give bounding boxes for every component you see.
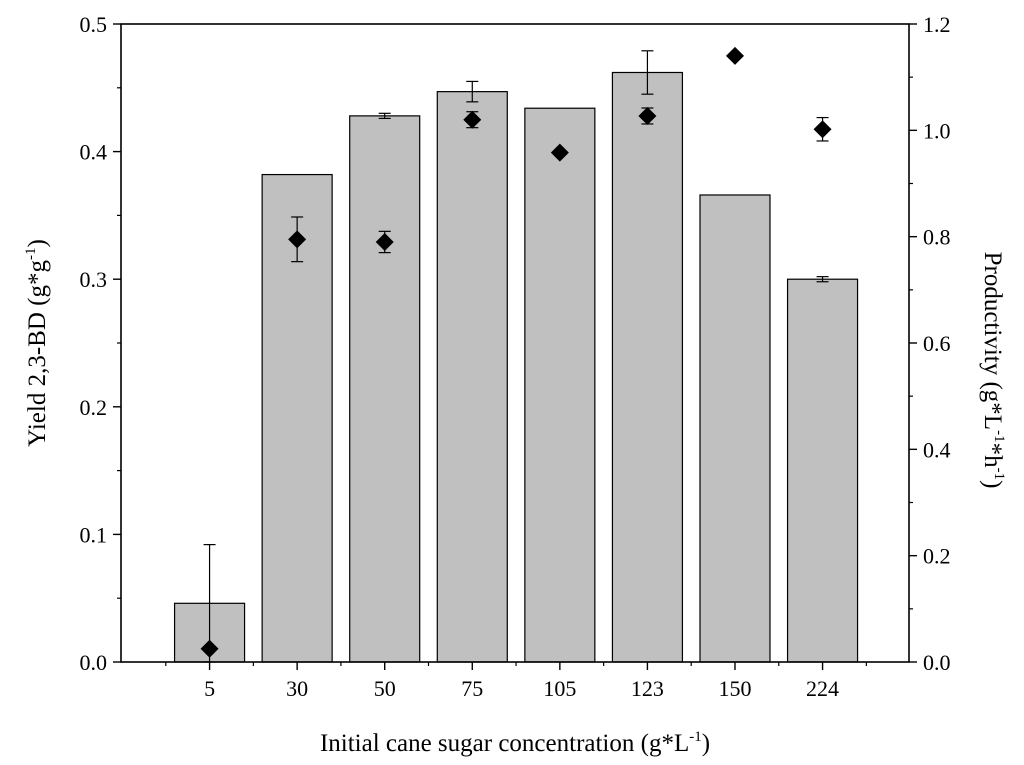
left-axis-title: Yield 2,3-BD (g*g-1) <box>23 239 51 447</box>
left-tick-label: 0.1 <box>80 522 108 547</box>
bar-error-50 <box>378 112 391 120</box>
right-tick-label: 0.2 <box>923 544 951 569</box>
x-tick-label: 105 <box>543 676 576 701</box>
point-5 <box>200 639 219 658</box>
x-tick-label: 123 <box>631 676 664 701</box>
x-axis-title: Initial cane sugar concentration (g*L-1) <box>320 729 710 757</box>
left-tick-label: 0.4 <box>80 140 108 165</box>
right-axis-title: Productivity (g*L-1*h-1) <box>979 252 1007 489</box>
left-tick-label: 0.2 <box>80 395 108 420</box>
left-tick-label: 0.3 <box>80 267 108 292</box>
left-tick-label: 0.5 <box>80 12 108 37</box>
bar-224 <box>786 278 859 663</box>
right-axis: 0.0 0.2 0.4 0.6 0.8 1.0 1.2 <box>909 12 951 675</box>
right-tick-label: 0.0 <box>923 650 951 675</box>
bar-series <box>173 71 859 663</box>
point-error-123 <box>641 107 654 125</box>
x-tick-label: 50 <box>374 676 396 701</box>
bar-75 <box>436 91 508 663</box>
point-150 <box>725 46 744 65</box>
right-tick-label: 0.8 <box>923 225 951 250</box>
x-tick-label: 224 <box>806 676 839 701</box>
x-axis: 5 30 50 75 105 123 150 224 <box>165 662 867 701</box>
x-tick-label: 30 <box>286 676 308 701</box>
left-axis: 0.0 0.1 0.2 0.3 0.4 0.5 <box>80 12 121 675</box>
bar-150 <box>699 194 771 663</box>
bar-error-123 <box>641 50 654 95</box>
right-tick-label: 1.0 <box>923 118 951 143</box>
point-error-50 <box>378 230 391 254</box>
x-tick-label: 5 <box>204 676 215 701</box>
point-error-224 <box>816 116 829 142</box>
bar-error-224 <box>816 276 829 283</box>
bar-50 <box>349 115 421 663</box>
x-tick-label: 75 <box>461 676 483 701</box>
point-error-30 <box>291 216 304 263</box>
bar-105 <box>524 107 596 663</box>
scatter-error-bars <box>291 107 829 263</box>
bar-error-75 <box>466 80 479 103</box>
x-tick-label: 150 <box>718 676 751 701</box>
right-tick-label: 1.2 <box>923 12 951 37</box>
point-105 <box>550 143 569 162</box>
right-tick-label: 0.4 <box>923 437 951 462</box>
left-tick-label: 0.0 <box>80 650 108 675</box>
right-tick-label: 0.6 <box>923 331 951 356</box>
bar-123 <box>611 71 684 663</box>
point-error-75 <box>466 111 479 129</box>
